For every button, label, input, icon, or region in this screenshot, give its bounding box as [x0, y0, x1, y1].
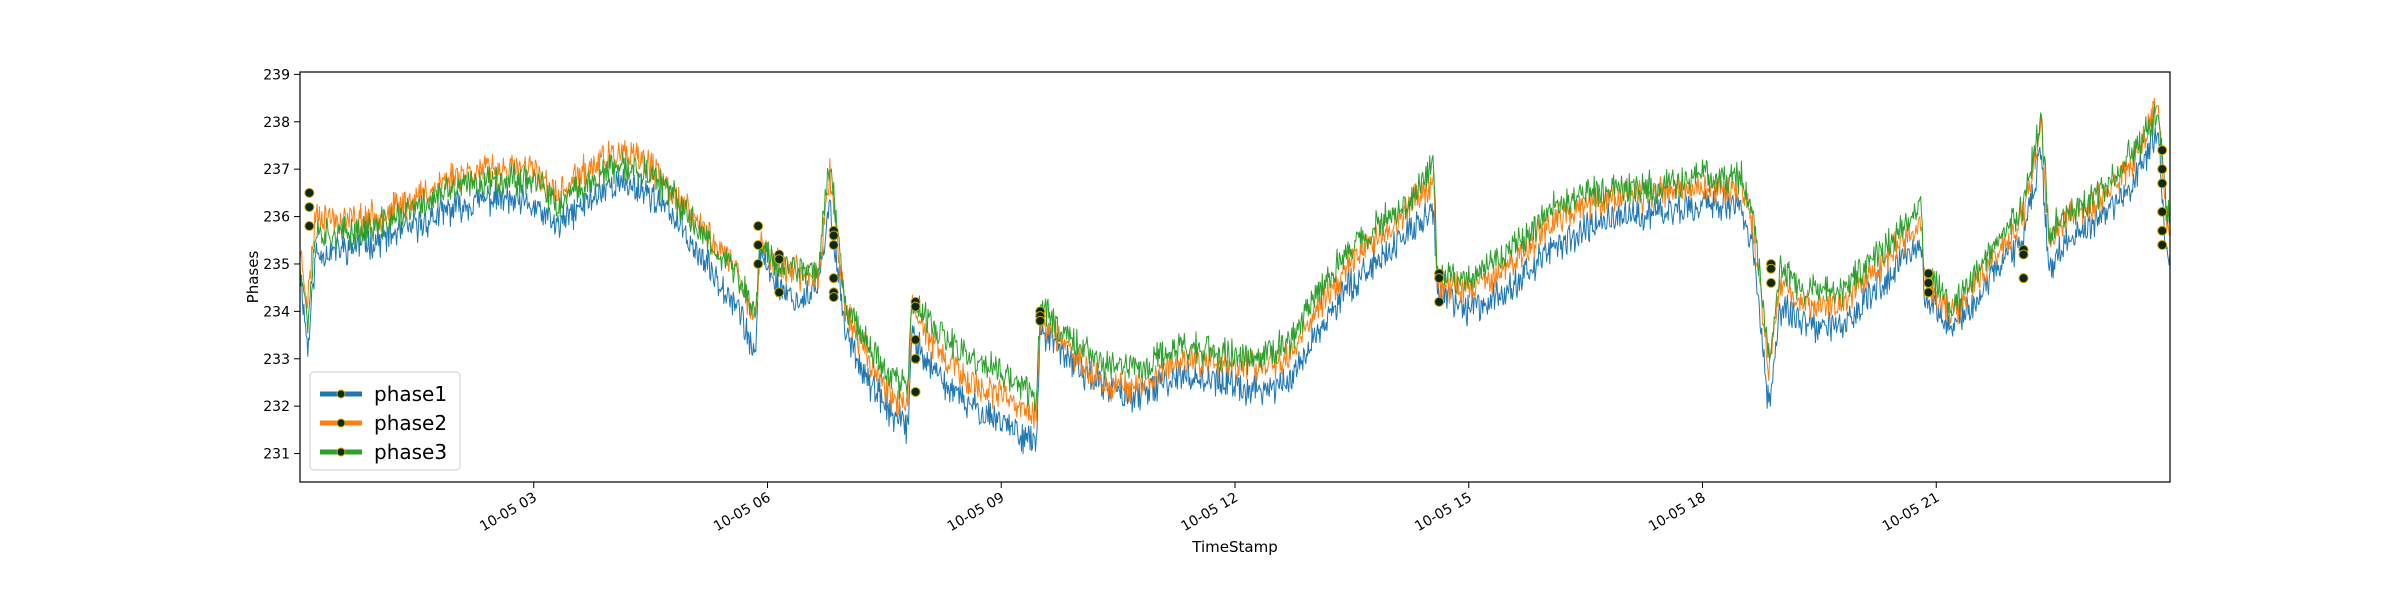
y-axis: 231 232 233 234 235 236 237 238 239 [263, 67, 300, 463]
legend-label-phase1: phase1 [374, 382, 447, 406]
anomaly-marker [753, 221, 764, 232]
marker-layer [304, 145, 2168, 397]
legend-marker-phase2 [336, 418, 346, 428]
anomaly-marker [774, 287, 785, 298]
anomaly-marker [304, 221, 315, 232]
y-tick-label: 237 [263, 162, 290, 178]
anomaly-marker [910, 301, 921, 312]
anomaly-marker [1434, 273, 1445, 284]
anomaly-marker [910, 353, 921, 364]
legend-label-phase3: phase3 [374, 440, 447, 464]
anomaly-marker [2157, 240, 2168, 251]
anomaly-marker [1923, 268, 1934, 279]
anomaly-marker [2157, 225, 2168, 236]
y-tick-label: 238 [263, 115, 290, 131]
legend-marker-phase1 [336, 389, 346, 399]
series-line-phase1 [299, 126, 2171, 454]
legend: phase1 phase2 phase3 [309, 371, 461, 471]
anomaly-marker [1766, 277, 1777, 288]
anomaly-marker [774, 254, 785, 265]
anomaly-marker [828, 273, 839, 284]
anomaly-marker [2157, 164, 2168, 175]
anomaly-marker [910, 334, 921, 345]
series-line-phase3 [299, 103, 2171, 412]
anomaly-marker [1923, 277, 1934, 288]
y-tick-label: 234 [263, 304, 290, 320]
anomaly-marker [828, 230, 839, 241]
anomaly-marker [2157, 145, 2168, 156]
anomaly-marker [1766, 263, 1777, 274]
anomaly-marker [1923, 287, 1934, 298]
anomaly-marker [753, 258, 764, 269]
anomaly-marker [753, 240, 764, 251]
y-tick-label: 236 [263, 210, 290, 226]
y-axis-label: Phases [244, 251, 262, 304]
y-tick-label: 232 [263, 399, 290, 415]
anomaly-marker [304, 187, 315, 198]
anomaly-marker [2157, 206, 2168, 217]
legend-label-phase2: phase2 [374, 411, 447, 435]
series-layer [299, 97, 2171, 454]
y-tick-label: 233 [263, 352, 290, 368]
anomaly-marker [828, 292, 839, 303]
anomaly-marker [828, 240, 839, 251]
y-tick-label: 239 [263, 67, 290, 83]
anomaly-marker [2018, 273, 2029, 284]
anomaly-marker [2157, 178, 2168, 189]
anomaly-marker [2018, 249, 2029, 260]
series-line-phase2 [299, 97, 2171, 430]
y-tick-label: 231 [263, 447, 290, 463]
legend-marker-phase3 [336, 447, 346, 457]
x-axis-label: TimeStamp [1191, 538, 1277, 556]
y-tick-label: 235 [263, 257, 290, 273]
anomaly-marker [1434, 296, 1445, 307]
anomaly-marker [1035, 315, 1046, 326]
anomaly-marker [910, 386, 921, 397]
anomaly-marker [304, 202, 315, 213]
